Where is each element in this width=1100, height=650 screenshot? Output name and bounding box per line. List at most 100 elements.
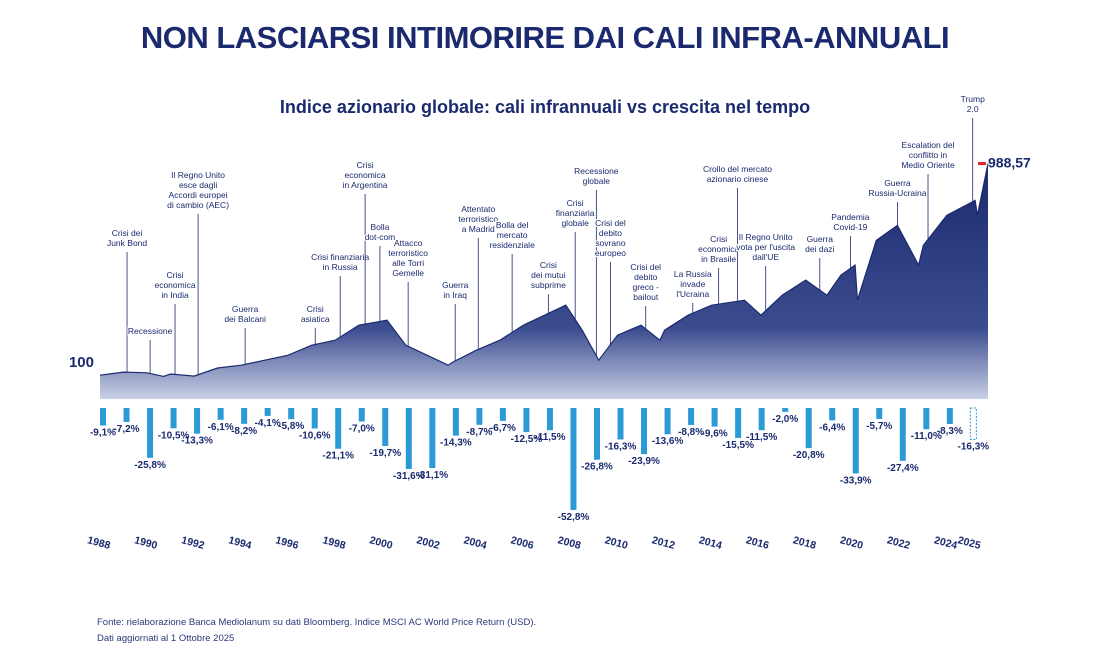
drawdown-bar xyxy=(429,408,436,469)
drawdown-label: -33,9% xyxy=(840,475,872,486)
annotation-text: l'Ucraina xyxy=(676,289,709,299)
annotation-text: Guerra xyxy=(884,178,911,188)
x-tick-label: 2006 xyxy=(509,534,535,552)
footnote: Fonte: rielaborazione Banca Mediolanum s… xyxy=(97,617,536,628)
annotation-text: dei dazi xyxy=(805,244,834,254)
drawdown-label: -8,7% xyxy=(466,427,492,438)
x-tick-label: 1994 xyxy=(227,534,253,552)
annotation-text: Il Regno Unito xyxy=(739,232,793,242)
drawdown-bar xyxy=(805,408,812,449)
drawdown-bar xyxy=(170,408,177,429)
annotation-text: economica xyxy=(154,280,195,290)
drawdown-bar xyxy=(711,408,718,427)
drawdown-bar xyxy=(617,408,624,440)
drawdown-label: -9,1% xyxy=(90,428,116,439)
annotation-text: in Iraq xyxy=(443,290,467,300)
annotation-text: Recessione xyxy=(128,326,173,336)
annotation-text: a Madrid xyxy=(462,224,495,234)
drawdown-label: -5,7% xyxy=(866,421,892,432)
drawdown-bar xyxy=(593,408,600,460)
annotation-text: terroristico xyxy=(388,248,428,258)
drawdown-bar xyxy=(288,408,295,420)
drawdown-bar xyxy=(499,408,506,421)
value-label: 988,57 xyxy=(988,155,1031,171)
annotation-text: Crisi xyxy=(167,270,184,280)
annotation-text: Crisi del xyxy=(630,262,661,272)
annotation-text: Medio Oriente xyxy=(901,160,955,170)
drawdown-bar xyxy=(852,408,859,474)
annotation-text: finanziaria xyxy=(556,208,595,218)
annotation-text: terroristico xyxy=(458,214,498,224)
x-tick-label: 1990 xyxy=(133,534,159,552)
drawdown-bar xyxy=(876,408,883,420)
annotation-text: Escalation del xyxy=(902,140,955,150)
drawdown-label: -31,1% xyxy=(416,470,448,481)
drawdown-label: -6,4% xyxy=(819,422,845,433)
drawdown-label: -21,1% xyxy=(322,451,354,462)
annotation-text: bailout xyxy=(633,292,659,302)
drawdown-label: -13,6% xyxy=(652,436,684,447)
chart-subtitle: Indice azionario globale: cali infrannua… xyxy=(280,97,810,117)
x-tick-label: 1992 xyxy=(180,534,206,552)
drawdown-label: -16,3% xyxy=(605,441,637,452)
footnote: Dati aggiornati al 1 Ottobre 2025 xyxy=(97,633,234,644)
annotation-text: dei Balcani xyxy=(224,314,266,324)
drawdown-label: -7,2% xyxy=(113,424,139,435)
drawdown-bar xyxy=(923,408,930,430)
drawdown-label: -15,5% xyxy=(722,440,754,451)
x-tick-label: 2010 xyxy=(603,534,629,552)
x-tick-label: 2002 xyxy=(415,534,441,552)
x-tick-label: 2020 xyxy=(839,534,865,552)
drawdown-label: -11,5% xyxy=(534,432,565,443)
drawdown-bar xyxy=(946,408,953,425)
index-line xyxy=(99,163,989,378)
annotation-text: Guerra xyxy=(232,304,259,314)
annotation-text: Crisi finanziaria xyxy=(311,252,369,262)
drawdown-bar xyxy=(100,408,106,426)
annotation-text: globale xyxy=(583,176,611,186)
drawdown-bar xyxy=(899,408,906,461)
drawdown-bar xyxy=(829,408,836,421)
annotation-text: Bolla xyxy=(370,222,389,232)
x-tick-label: 2000 xyxy=(368,534,394,552)
drawdown-bar xyxy=(217,408,224,420)
drawdown-bar xyxy=(546,408,553,431)
drawdown-bar xyxy=(523,408,530,433)
annotation-text: in Russia xyxy=(323,262,358,272)
annotation-text: Crisi del xyxy=(595,218,626,228)
drawdown-bar xyxy=(335,408,342,449)
annotation-text: dall'UE xyxy=(752,252,779,262)
drawdown-label: -16,3% xyxy=(958,441,990,452)
x-tick-label: 2004 xyxy=(462,534,488,552)
annotation-text: Gemelle xyxy=(392,268,424,278)
annotation-text: Junk Bond xyxy=(107,238,147,248)
drawdown-label: -52,8% xyxy=(558,512,590,523)
annotation-text: Attentato xyxy=(461,204,495,214)
annotation-text: globale xyxy=(561,218,589,228)
drawdown-bar xyxy=(405,408,412,469)
annotation-text: debito xyxy=(634,272,657,282)
drawdown-bar xyxy=(969,407,977,440)
drawdown-bar xyxy=(688,408,695,425)
drawdown-label: -14,3% xyxy=(440,438,472,449)
annotation-text: debito xyxy=(599,228,622,238)
x-tick-label: 1998 xyxy=(321,534,347,552)
x-tick-label: 2018 xyxy=(792,534,818,552)
drawdown-bar xyxy=(735,408,742,438)
x-tick-label: 2025 xyxy=(956,534,982,552)
annotation-text: dei mutui xyxy=(531,270,566,280)
drawdown-label: -9,6% xyxy=(702,429,728,440)
annotation-text: Pandemia xyxy=(831,212,870,222)
annotation-text: Crisi dei xyxy=(112,228,143,238)
drawdown-bar xyxy=(758,408,765,431)
drawdown-label: -8,3% xyxy=(937,426,963,437)
annotation-text: in India xyxy=(161,290,189,300)
drawdown-bar xyxy=(570,408,577,510)
drawdown-bar xyxy=(264,408,271,416)
annotation-text: greco - xyxy=(633,282,660,292)
drawdown-bar xyxy=(194,408,201,434)
drawdown-label: -19,7% xyxy=(369,448,401,459)
x-tick-label: 1988 xyxy=(86,534,112,552)
drawdown-label: -6,1% xyxy=(208,422,234,433)
